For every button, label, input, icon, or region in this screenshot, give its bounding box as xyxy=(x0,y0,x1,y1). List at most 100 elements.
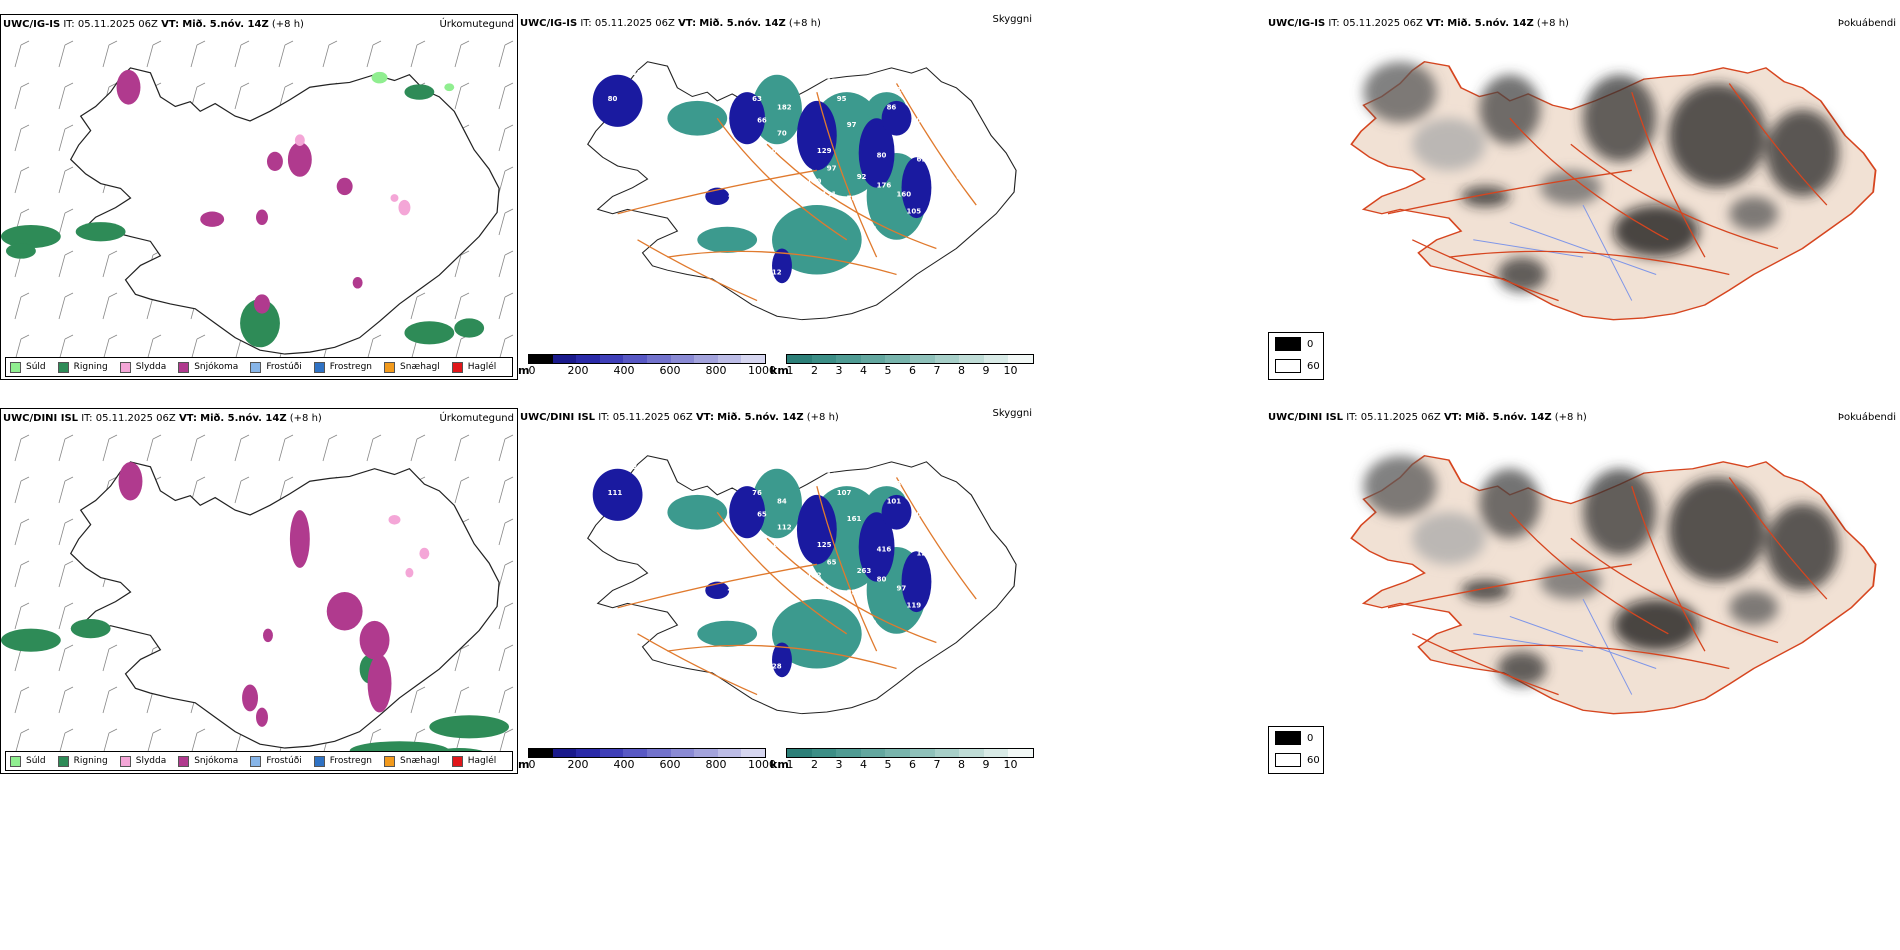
precip-legend: Súld Rigning Slydda Snjókoma Frostúði Frostre… xyxy=(5,751,514,771)
visibility-value-label: 60 xyxy=(867,619,877,627)
ceiling-tick-label: 600 xyxy=(659,758,681,771)
precip-type-panel: UWC/IG-IS IT: 05.11.2025 06Z VT: Mið. 5.… xyxy=(0,14,518,380)
legend-swatch xyxy=(250,755,262,767)
visibility-value-label: 142 xyxy=(827,471,842,479)
visibility-tick-label: 3 xyxy=(835,364,843,377)
legend-swatch xyxy=(313,361,325,373)
legend-label: Snæhagl xyxy=(400,362,440,372)
visibility-value-label: 263 xyxy=(857,567,872,575)
visibility-tick-label: 4 xyxy=(860,758,867,771)
visibility-value-label: 92 xyxy=(857,173,867,181)
visibility-tick-label: 1 xyxy=(786,758,794,771)
ceiling-tick-label: 1000 xyxy=(748,758,776,771)
visibility-value-label: 65 xyxy=(827,558,837,566)
visibility-value-label: 63 xyxy=(752,95,762,103)
cloud-legend-label: 60 xyxy=(1307,754,1320,766)
legend-item: Snjókoma xyxy=(178,755,239,767)
panel-title: Þokuábendi xyxy=(1837,412,1896,423)
visibility-value-label: 78 xyxy=(847,195,857,203)
panel-header: UWC/DINI ISL IT: 05.11.2025 06Z VT: Mið.… xyxy=(520,412,839,423)
visibility-tick-label: 6 xyxy=(909,758,916,771)
visibility-value-label: 117 xyxy=(628,69,643,77)
legend-label: Haglél xyxy=(467,756,497,766)
legend-label: Frostregn xyxy=(329,756,373,766)
visibility-value-label: 70 xyxy=(777,130,787,138)
visibility-value-label: 97 xyxy=(847,121,857,129)
visibility-value-label: 78 xyxy=(867,225,877,233)
visibility-value-label: 176 xyxy=(877,182,892,190)
legend-label: Frostregn xyxy=(329,362,373,372)
panel-header: UWC/IG-IS IT: 05.11.2025 06Z VT: Mið. 5.… xyxy=(3,19,304,30)
visibility-value-label: 160 xyxy=(897,190,912,198)
panel-title: Skyggni xyxy=(992,408,1032,419)
visibility-value-label: 111 xyxy=(608,489,623,497)
panel-header: UWC/IG-IS IT: 05.11.2025 06Z VT: Mið. 5.… xyxy=(1268,18,1569,29)
legend-label: Frostúði xyxy=(266,362,302,372)
cloud-legend-item: 60 xyxy=(1275,753,1320,767)
visibility-tick-label: 8 xyxy=(958,364,965,377)
legend-swatch xyxy=(250,361,262,373)
legend-swatch xyxy=(384,361,396,373)
ceiling-tick-label: 400 xyxy=(613,364,635,377)
visibility-value-label: 123 xyxy=(892,86,907,94)
visibility-value-label: 106 xyxy=(747,195,762,203)
legend-label: Súld xyxy=(26,362,46,372)
visibility-panel: 117 70 80 85 63 182 66 70 102 98 129 97 109 131 80 92 78… xyxy=(518,14,1036,380)
legend-swatch xyxy=(451,361,463,373)
ceiling-tick-label: 0 xyxy=(528,364,536,377)
legend-item: Snæhagl xyxy=(384,755,440,767)
visibility-value-label: 72 xyxy=(946,147,956,155)
cloud-legend-label: 60 xyxy=(1307,360,1320,372)
visibility-value-label: 85 xyxy=(648,104,658,112)
panel-header: UWC/DINI ISL IT: 05.11.2025 06Z VT: Mið.… xyxy=(3,413,322,424)
panel-title: Úrkomutegund xyxy=(439,19,514,30)
legend-swatch xyxy=(178,755,190,767)
visibility-tick-label: 5 xyxy=(884,758,892,771)
visibility-value-label: 119 xyxy=(907,602,922,610)
visibility-unit: km xyxy=(770,758,789,771)
visibility-value-label: 82 xyxy=(911,480,921,488)
visibility-value-label: 69 xyxy=(916,156,926,164)
visibility-value-label: 416 xyxy=(877,545,892,553)
legend-label: Snjókoma xyxy=(194,756,239,766)
panel-header: UWC/DINI ISL IT: 05.11.2025 06Z VT: Mið.… xyxy=(1268,412,1587,423)
cloud-legend-swatch xyxy=(1275,359,1301,373)
legend-item: Frostregn xyxy=(313,755,373,767)
legend-swatch xyxy=(384,755,396,767)
panel-title: Þokuábendi xyxy=(1837,18,1896,29)
visibility-colorbar: km 1 2 3 4 5 6 7 8 9 10 xyxy=(770,352,1036,380)
visibility-tick-label: 10 xyxy=(1003,364,1018,377)
legend-label: Slydda xyxy=(135,362,167,372)
legend-item: Haglél xyxy=(451,361,497,373)
visibility-tick-label: 2 xyxy=(811,364,818,377)
ceiling-colorbar: m 0 200 400 600 800 1000 xyxy=(518,352,776,380)
cloud-legend-swatch xyxy=(1275,337,1301,351)
visibility-value-label: 157 xyxy=(911,86,926,94)
legend-item: Rigning xyxy=(57,755,108,767)
visibility-value-label: 112 xyxy=(777,524,792,532)
visibility-value-label: 125 xyxy=(817,541,832,549)
ceiling-tick-label: 800 xyxy=(705,758,727,771)
visibility-value-label: 131 xyxy=(822,190,837,198)
legend-item: Frostúði xyxy=(250,361,302,373)
visibility-colorbar-fill xyxy=(786,748,1034,758)
visibility-value-label: 111 xyxy=(727,190,742,198)
ceiling-tick-label: 200 xyxy=(567,364,589,377)
ceiling-colorbar: m 0 200 400 600 800 1000 xyxy=(518,746,776,774)
visibility-value-label: 80 xyxy=(877,151,887,159)
legend-swatch xyxy=(57,755,69,767)
visibility-value-label: 73 xyxy=(892,480,902,488)
visibility-value-label: 104 xyxy=(926,610,941,618)
visibility-panel: 73 104 111 90 76 84 65 112 116 159 125 65 152 72 416 26… xyxy=(518,408,1036,774)
legend-swatch xyxy=(10,755,21,767)
legend-label: Rigning xyxy=(73,756,108,766)
visibility-value-label: 307 xyxy=(911,117,926,125)
visibility-value-label: 97 xyxy=(897,584,907,592)
visibility-value-label: 182 xyxy=(777,104,792,112)
legend-label: Haglél xyxy=(467,362,497,372)
legend-item: Rigning xyxy=(57,361,108,373)
cloud-legend-swatch xyxy=(1275,731,1301,745)
ceiling-unit: m xyxy=(518,364,530,377)
